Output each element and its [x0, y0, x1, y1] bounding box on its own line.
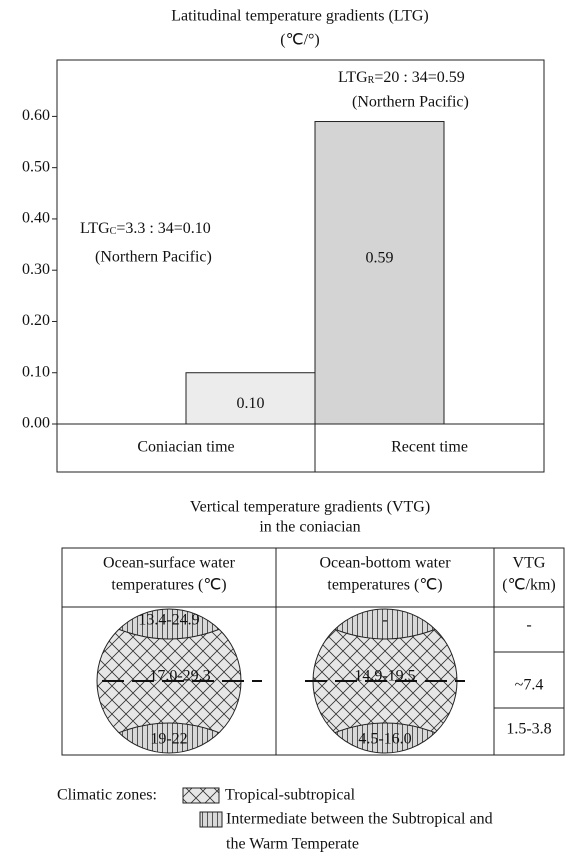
chart-subtitle: (℃/°) — [280, 32, 319, 49]
y-tick-label: 0.40 — [22, 210, 50, 227]
bar — [314, 121, 445, 425]
plot-frame — [56, 59, 545, 473]
legend-swatch — [199, 811, 223, 828]
annotation-part: LTG — [80, 220, 110, 237]
y-tick-label: 0.50 — [22, 158, 50, 175]
legend-item: the Warm Temperate — [226, 836, 359, 853]
annotation: LTGC=3.3 : 34=0.10 — [80, 220, 211, 238]
vtg-table: Ocean-surface water temperatures (℃) Oce… — [61, 547, 565, 756]
zone-label: 19-22 — [150, 731, 187, 748]
zone-label: 13.4-24.9 — [138, 612, 199, 629]
annotation: LTGR=20 : 34=0.59 — [338, 69, 465, 87]
header: VTG — [513, 555, 546, 572]
annotation-part: =3.3 : 34=0.10 — [116, 220, 211, 237]
y-tick-label: 0.00 — [22, 415, 50, 432]
y-tick-label: 0.10 — [22, 363, 50, 380]
legend-item: Tropical-subtropical — [225, 787, 356, 804]
annotation-part: LTG — [338, 69, 368, 86]
annotation-part: R — [368, 75, 375, 86]
vtg-value: ~7.4 — [515, 677, 544, 694]
chart-title: Latitudinal temperature gradients (LTG) — [171, 8, 429, 25]
y-tick-label: 0.60 — [22, 107, 50, 124]
vtg-value: - — [526, 617, 531, 634]
x-tick-label: Coniacian time — [137, 439, 234, 456]
header: (℃/km) — [502, 577, 556, 594]
zone-label: - — [382, 612, 387, 629]
header: Ocean-bottom water — [319, 555, 451, 572]
legend-item: Intermediate between the Subtropical and — [226, 811, 493, 828]
zone-label: 17.0-29.3 — [149, 668, 210, 685]
value-label: 0.10 — [237, 395, 265, 412]
legend-label: Climatic zones: — [57, 787, 157, 804]
zone-label: 14.9-19.5 — [354, 668, 415, 685]
zone-label: 4.5-16.0 — [358, 731, 411, 748]
y-tick-label: 0.20 — [22, 312, 50, 329]
vtg-title: Vertical temperature gradients (VTG) — [190, 499, 430, 516]
bottom-globe: - 14.9-19.5 4.5-16.0 — [305, 608, 465, 754]
vtg-title: in the coniacian — [259, 519, 360, 536]
x-tick-label: Recent time — [391, 439, 468, 456]
bar-chart: 0.00 0.10 0.20 0.30 0.40 0.50 0.60 0.10 Coniacia… — [22, 59, 545, 473]
y-tick-label: 0.30 — [22, 261, 50, 278]
value-label: 0.59 — [366, 249, 394, 266]
vtg-value: 1.5-3.8 — [506, 721, 551, 738]
legend: Climatic zones: Tropical-subtropical Int… — [57, 787, 493, 853]
annotation-note: (Northern Pacific) — [95, 249, 212, 266]
header: Ocean-surface water — [103, 555, 236, 572]
surface-globe: 13.4-24.9 17.0-29.3 19-22 — [96, 608, 262, 754]
header: temperatures (℃) — [111, 577, 226, 594]
annotation-part: =20 : 34=0.59 — [374, 69, 465, 86]
header: temperatures (℃) — [327, 577, 442, 594]
legend-swatch — [182, 787, 220, 804]
annotation-part: C — [110, 226, 117, 237]
annotation-note: (Northern Pacific) — [352, 94, 469, 111]
